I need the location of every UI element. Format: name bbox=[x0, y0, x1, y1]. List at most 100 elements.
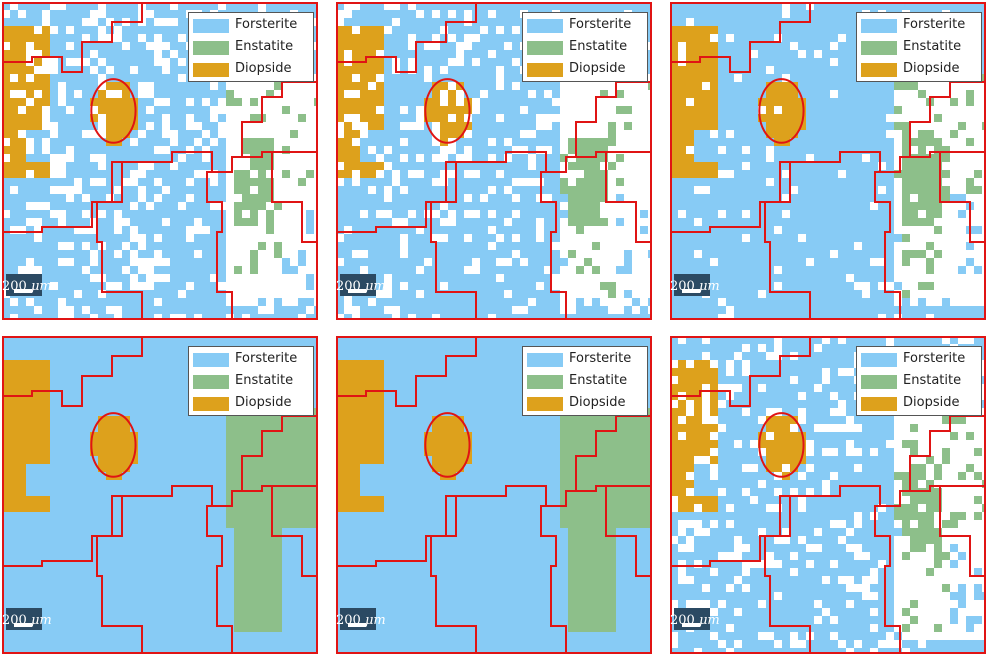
legend-label: Diopside bbox=[569, 61, 626, 76]
grain-boundary bbox=[232, 72, 318, 158]
grain-boundary bbox=[232, 406, 318, 492]
grain-boundary bbox=[596, 485, 652, 586]
map-frame bbox=[2, 336, 318, 654]
grain-boundary bbox=[90, 412, 137, 478]
enstatite-swatch bbox=[527, 41, 563, 55]
grain-boundary bbox=[540, 171, 567, 320]
grain-boundary bbox=[424, 78, 471, 144]
map-panel-1: 200 μm Forsterite Enstatite Diopside bbox=[2, 2, 318, 320]
scale-bar-line bbox=[14, 623, 32, 627]
grain-boundary bbox=[336, 485, 652, 567]
forsterite-swatch bbox=[193, 19, 229, 33]
map-panel-6: 200 μm Forsterite Enstatite Diopside bbox=[670, 336, 986, 654]
legend: Forsterite Enstatite Diopside bbox=[522, 12, 648, 82]
map-frame bbox=[336, 336, 652, 654]
map-frame bbox=[2, 2, 318, 320]
grain-boundary bbox=[2, 151, 318, 233]
legend: Forsterite Enstatite Diopside bbox=[188, 12, 314, 82]
scale-bar-line bbox=[682, 289, 700, 293]
grain-boundary bbox=[2, 336, 143, 407]
enstatite-swatch bbox=[527, 375, 563, 389]
legend-label: Enstatite bbox=[235, 39, 294, 54]
legend-label: Diopside bbox=[903, 61, 960, 76]
legend: Forsterite Enstatite Diopside bbox=[522, 346, 648, 416]
grain-boundary bbox=[206, 171, 233, 320]
grain-boundary bbox=[764, 495, 811, 654]
forsterite-swatch bbox=[527, 19, 563, 33]
grain-boundary bbox=[430, 495, 477, 654]
legend-label: Diopside bbox=[235, 395, 292, 410]
legend-label: Forsterite bbox=[235, 17, 298, 32]
grain-boundary bbox=[336, 336, 477, 407]
forsterite-swatch bbox=[527, 353, 563, 367]
grain-boundary bbox=[262, 151, 318, 252]
scale-bar: 200 μm bbox=[670, 274, 720, 296]
legend-label: Diopside bbox=[903, 395, 960, 410]
grain-boundary bbox=[424, 412, 471, 478]
legend-label: Forsterite bbox=[903, 17, 966, 32]
map-panel-3: 200 μm Forsterite Enstatite Diopside bbox=[670, 2, 986, 320]
grain-boundary bbox=[2, 485, 318, 567]
enstatite-swatch bbox=[861, 41, 897, 55]
map-panel-2: 200 μm Forsterite Enstatite Diopside bbox=[336, 2, 652, 320]
grain-boundary bbox=[758, 78, 805, 144]
legend-label: Enstatite bbox=[569, 373, 628, 388]
diopside-swatch bbox=[527, 63, 563, 77]
legend: Forsterite Enstatite Diopside bbox=[856, 12, 982, 82]
diopside-swatch bbox=[861, 397, 897, 411]
legend-label: Enstatite bbox=[903, 39, 962, 54]
legend-label: Enstatite bbox=[569, 39, 628, 54]
scale-bar: 200 μm bbox=[336, 274, 386, 296]
grain-boundary bbox=[566, 406, 652, 492]
scale-bar-label: 200 μm bbox=[670, 613, 720, 628]
grain-boundary bbox=[262, 485, 318, 586]
legend-label: Forsterite bbox=[569, 351, 632, 366]
grain-boundary bbox=[874, 171, 901, 320]
legend-label: Enstatite bbox=[903, 373, 962, 388]
map-panel-4: 200 μm Forsterite Enstatite Diopside bbox=[2, 336, 318, 654]
forsterite-swatch bbox=[193, 353, 229, 367]
scale-bar-line bbox=[682, 623, 700, 627]
map-panel-5: 200 μm Forsterite Enstatite Diopside bbox=[336, 336, 652, 654]
scale-bar-line bbox=[348, 623, 366, 627]
phase-map bbox=[670, 336, 986, 654]
legend-label: Enstatite bbox=[235, 373, 294, 388]
scale-bar: 200 μm bbox=[670, 608, 720, 630]
map-frame bbox=[336, 2, 652, 320]
grain-boundary bbox=[90, 78, 137, 144]
forsterite-swatch bbox=[861, 353, 897, 367]
grain-boundary bbox=[596, 151, 652, 252]
enstatite-swatch bbox=[861, 375, 897, 389]
scale-bar: 200 μm bbox=[336, 608, 386, 630]
grain-boundary bbox=[758, 412, 805, 478]
grain-boundary bbox=[930, 151, 986, 252]
diopside-swatch bbox=[193, 397, 229, 411]
scale-bar-line bbox=[14, 289, 32, 293]
grain-boundary bbox=[930, 485, 986, 586]
legend-label: Diopside bbox=[235, 61, 292, 76]
grain-boundary bbox=[874, 505, 901, 654]
scale-bar: 200 μm bbox=[2, 274, 52, 296]
legend-label: Forsterite bbox=[235, 351, 298, 366]
enstatite-swatch bbox=[193, 375, 229, 389]
legend-label: Forsterite bbox=[903, 351, 966, 366]
grain-boundary bbox=[336, 2, 477, 73]
phase-map bbox=[336, 2, 652, 320]
legend: Forsterite Enstatite Diopside bbox=[188, 346, 314, 416]
phase-cells bbox=[670, 2, 986, 320]
phase-map bbox=[336, 336, 652, 654]
grain-boundary bbox=[206, 505, 233, 654]
grain-boundary bbox=[670, 485, 986, 567]
grain-boundary bbox=[670, 151, 986, 233]
grain-boundary bbox=[430, 161, 477, 320]
grain-boundary bbox=[336, 151, 652, 233]
grain-boundary bbox=[566, 72, 652, 158]
grain-boundary bbox=[900, 72, 986, 158]
enstatite-swatch bbox=[193, 41, 229, 55]
grain-boundary bbox=[540, 505, 567, 654]
legend: Forsterite Enstatite Diopside bbox=[856, 346, 982, 416]
scale-bar: 200 μm bbox=[2, 608, 52, 630]
forsterite-swatch bbox=[861, 19, 897, 33]
grain-boundary bbox=[670, 336, 811, 407]
grain-boundary bbox=[900, 406, 986, 492]
